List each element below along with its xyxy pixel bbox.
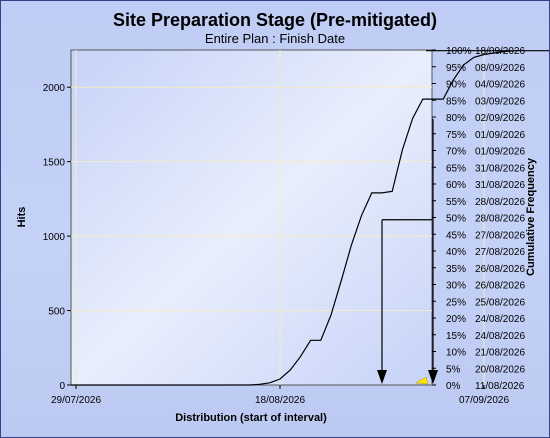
right-tick-percent: 30%	[446, 281, 466, 292]
x-axis: 29/07/2026 18/08/2026 07/09/2026	[51, 385, 509, 406]
y-tick-label: 500	[48, 307, 65, 318]
right-tick-date: 24/08/2026	[475, 331, 525, 342]
right-tick-percent: 40%	[446, 247, 466, 258]
right-axis-title: Cumulative Frequency	[525, 157, 537, 276]
right-tick-percent: 0%	[446, 381, 461, 392]
x-tick-label: 07/09/2026	[459, 395, 509, 406]
right-axis: 0% 11/08/2026 5% 20/08/2026 10% 21/08/2026 15%…	[432, 46, 525, 392]
grid	[71, 50, 485, 385]
y-axis: 0 500 1000 1500 2000	[43, 83, 71, 392]
right-tick-date: 11/08/2026	[475, 381, 525, 392]
right-tick-percent: 100%	[446, 46, 472, 57]
series-line	[71, 50, 549, 386]
right-tick-percent: 75%	[446, 130, 466, 141]
right-tick-date: 31/08/2026	[475, 180, 525, 191]
right-tick-date: 04/09/2026	[475, 80, 525, 91]
right-tick-date: 02/09/2026	[475, 113, 525, 124]
deterministic-marker	[415, 376, 429, 385]
right-tick-percent: 5%	[446, 364, 461, 375]
right-tick-date: 25/08/2026	[475, 297, 525, 308]
right-tick-date: 27/08/2026	[475, 230, 525, 241]
chart-subtitle: Entire Plan : Finish Date	[205, 31, 345, 46]
percentile-markers	[377, 118, 438, 385]
right-tick-date: 01/09/2026	[475, 147, 525, 158]
right-tick-percent: 25%	[446, 297, 466, 308]
y-tick-label: 1500	[43, 158, 66, 169]
right-tick-date: 21/08/2026	[475, 348, 525, 359]
right-tick-percent: 50%	[446, 214, 466, 225]
right-tick-date: 26/08/2026	[475, 281, 525, 292]
chart-title: Site Preparation Stage (Pre-mitigated)	[113, 10, 437, 30]
y-tick-label: 1000	[43, 232, 66, 243]
right-tick-percent: 20%	[446, 314, 466, 325]
right-tick-date: 20/08/2026	[475, 364, 525, 375]
right-tick-percent: 60%	[446, 180, 466, 191]
y-tick-label: 0	[59, 381, 65, 392]
right-tick-percent: 45%	[446, 230, 466, 241]
series-path	[71, 50, 549, 386]
x-tick-label: 18/08/2026	[255, 395, 305, 406]
right-tick-percent: 55%	[446, 197, 466, 208]
right-tick-percent: 15%	[446, 331, 466, 342]
marker-arrowhead	[377, 370, 387, 384]
y-tick-label: 2000	[43, 83, 66, 94]
right-tick-date: 28/08/2026	[475, 197, 525, 208]
right-tick-date: 24/08/2026	[475, 314, 525, 325]
x-tick-label: 29/07/2026	[51, 395, 101, 406]
right-tick-percent: 85%	[446, 96, 466, 107]
right-tick-date: 01/09/2026	[475, 130, 525, 141]
right-tick-percent: 80%	[446, 113, 466, 124]
right-tick-date: 03/09/2026	[475, 96, 525, 107]
right-tick-date: 28/08/2026	[475, 214, 525, 225]
y-axis-title: Hits	[16, 207, 28, 228]
right-tick-percent: 70%	[446, 147, 466, 158]
x-axis-title: Distribution (start of interval)	[175, 412, 327, 424]
right-tick-date: 18/09/2026	[475, 46, 525, 57]
right-tick-percent: 10%	[446, 348, 466, 359]
right-tick-date: 08/09/2026	[475, 63, 525, 74]
right-tick-percent: 95%	[446, 63, 466, 74]
right-tick-percent: 35%	[446, 264, 466, 275]
right-tick-percent: 90%	[446, 80, 466, 91]
marker-arrowhead	[428, 370, 438, 384]
right-tick-date: 31/08/2026	[475, 163, 525, 174]
plot-area	[70, 49, 433, 386]
right-tick-date: 26/08/2026	[475, 264, 525, 275]
right-tick-percent: 65%	[446, 163, 466, 174]
right-tick-date: 27/08/2026	[475, 247, 525, 258]
